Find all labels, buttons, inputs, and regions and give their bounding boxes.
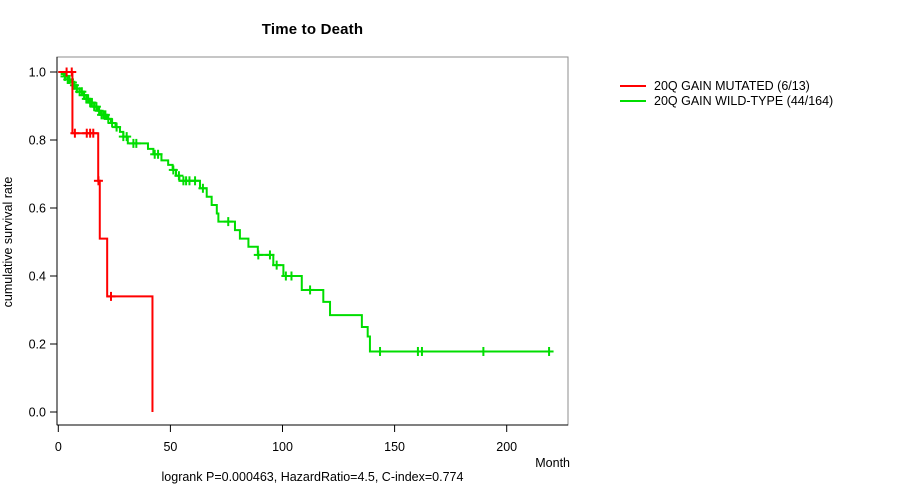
plot-frame <box>56 56 569 426</box>
y-tick-label: 1.0 <box>29 66 46 80</box>
y-tick-label: 0.4 <box>29 270 46 284</box>
x-tick-label: 150 <box>384 440 405 454</box>
legend-item-label: 20Q GAIN WILD-TYPE (44/164) <box>654 93 834 108</box>
legend-line-swatch <box>620 99 646 102</box>
chart-title: Time to Death <box>261 21 364 38</box>
y-tick-label: 0.0 <box>29 406 46 420</box>
x-tick-label: 0 <box>55 440 62 454</box>
survival-curve-mutated <box>58 71 154 412</box>
legend-item: 20Q GAIN MUTATED (6/13) <box>620 78 833 93</box>
survival-curve-wild-type <box>58 71 550 353</box>
y-tick-label: 0.6 <box>29 202 46 216</box>
legend-item: 20Q GAIN WILD-TYPE (44/164) <box>620 93 833 108</box>
y-tick-label: 0.8 <box>29 134 46 148</box>
y-tick-label: 0.2 <box>29 338 46 352</box>
stats-footer: logrank P=0.000463, HazardRatio=4.5, C-i… <box>161 470 464 484</box>
x-axis-label: Month <box>535 456 570 470</box>
legend-line-swatch <box>620 84 646 87</box>
legend-item-label: 20Q GAIN MUTATED (6/13) <box>654 78 810 93</box>
x-tick-label: 100 <box>272 440 293 454</box>
legend: 20Q GAIN MUTATED (6/13) 20Q GAIN WILD-TYP… <box>620 78 833 108</box>
x-tick-label: 200 <box>496 440 517 454</box>
x-tick-label: 50 <box>163 440 177 454</box>
